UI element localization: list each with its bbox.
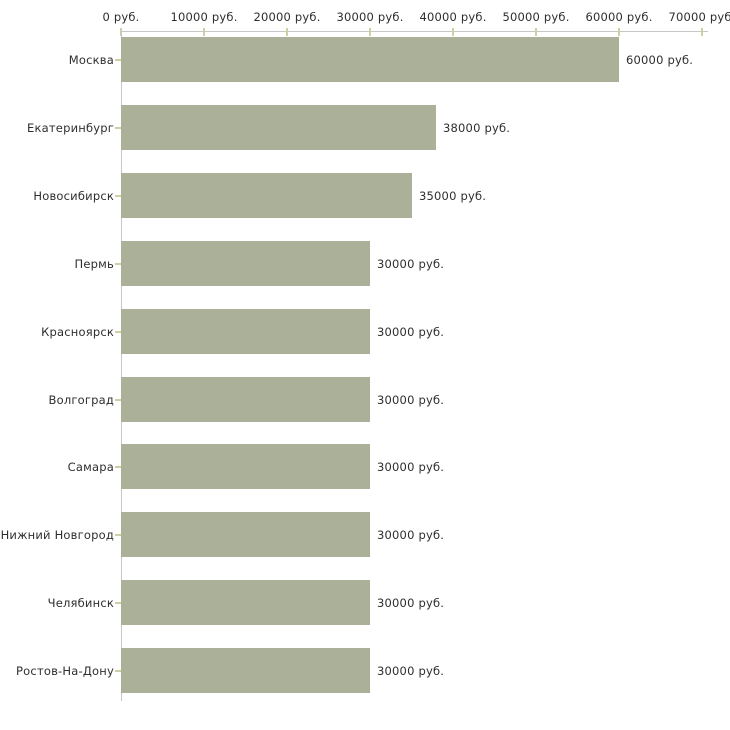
value-label: 30000 руб. bbox=[377, 663, 445, 678]
value-label: 30000 руб. bbox=[377, 392, 445, 407]
category-tick-mark bbox=[115, 194, 121, 197]
value-label: 30000 руб. bbox=[377, 527, 445, 542]
value-label: 35000 руб. bbox=[419, 188, 487, 203]
category-tick-mark bbox=[115, 330, 121, 333]
bar-Челябинск bbox=[121, 580, 370, 625]
value-label: 30000 руб. bbox=[377, 256, 445, 271]
category-tick-mark bbox=[115, 398, 121, 401]
x-axis-tick-mark bbox=[203, 28, 205, 36]
x-axis-tick-label: 30000 руб. bbox=[336, 10, 404, 24]
x-axis-tick-label: 60000 руб. bbox=[585, 10, 653, 24]
category-tick-mark bbox=[115, 533, 121, 536]
category-label: Москва bbox=[68, 52, 114, 67]
value-label: 30000 руб. bbox=[377, 324, 445, 339]
bar-Екатеринбург bbox=[121, 105, 436, 150]
x-axis-tick-mark bbox=[701, 28, 703, 36]
category-label: Челябинск bbox=[47, 595, 114, 610]
category-tick-mark bbox=[115, 669, 121, 672]
bar-Новосибирск bbox=[121, 173, 412, 218]
y-axis-line bbox=[121, 31, 122, 701]
bar-Самара bbox=[121, 444, 370, 489]
category-label: Самара bbox=[67, 459, 114, 474]
value-label: 38000 руб. bbox=[443, 120, 511, 135]
x-axis-line bbox=[121, 31, 708, 32]
x-axis-tick-label: 10000 руб. bbox=[170, 10, 238, 24]
bar-Волгоград bbox=[121, 377, 370, 422]
x-axis-tick-label: 40000 руб. bbox=[419, 10, 487, 24]
category-label: Екатеринбург bbox=[27, 120, 114, 135]
value-label: 30000 руб. bbox=[377, 595, 445, 610]
bar-Пермь bbox=[121, 241, 370, 286]
x-axis-tick-mark bbox=[286, 28, 288, 36]
x-axis-tick-mark bbox=[618, 28, 620, 36]
value-label: 30000 руб. bbox=[377, 459, 445, 474]
x-axis-tick-label: 50000 руб. bbox=[502, 10, 570, 24]
bar-Москва bbox=[121, 37, 619, 82]
x-axis-tick-mark bbox=[452, 28, 454, 36]
category-tick-mark bbox=[115, 126, 121, 129]
bar-Ростов-На-Дону bbox=[121, 648, 370, 693]
category-label: Красноярск bbox=[41, 324, 114, 339]
category-label: Нижний Новгород bbox=[0, 527, 114, 542]
x-axis-tick-mark bbox=[535, 28, 537, 36]
x-axis-tick-label: 20000 руб. bbox=[253, 10, 321, 24]
category-tick-mark bbox=[115, 58, 121, 61]
category-tick-mark bbox=[115, 601, 121, 604]
bar-Нижний Новгород bbox=[121, 512, 370, 557]
bar-Красноярск bbox=[121, 309, 370, 354]
x-axis-tick-label: 0 руб. bbox=[102, 10, 140, 24]
category-label: Новосибирск bbox=[33, 188, 114, 203]
category-label: Ростов-На-Дону bbox=[16, 663, 114, 678]
x-axis-tick-mark bbox=[369, 28, 371, 36]
category-tick-mark bbox=[115, 262, 121, 265]
value-label: 60000 руб. bbox=[626, 52, 694, 67]
category-label: Волгоград bbox=[48, 392, 114, 407]
category-label: Пермь bbox=[74, 256, 114, 271]
category-tick-mark bbox=[115, 465, 121, 468]
x-axis-tick-label: 70000 руб. bbox=[668, 10, 730, 24]
